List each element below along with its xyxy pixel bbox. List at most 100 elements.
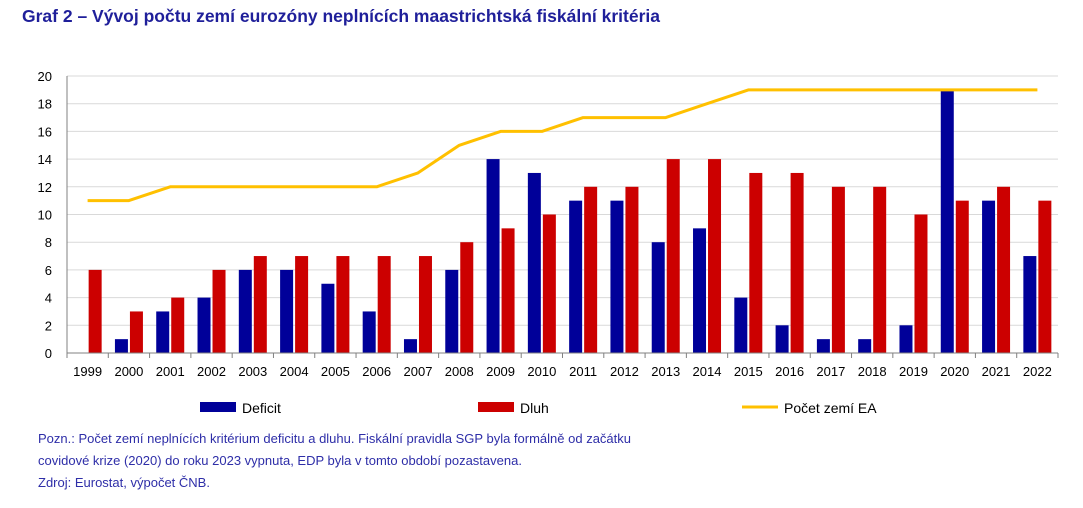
bar-dluh [955,200,969,353]
legend-dluh-label: Dluh [520,400,549,416]
x-tick-label: 2021 [982,364,1011,379]
legend-pocet-zemi-label: Počet zemí EA [784,400,877,416]
x-tick-label: 2006 [362,364,391,379]
bar-dluh [625,186,639,353]
bar-dluh [997,186,1011,353]
x-tick-label: 2014 [693,364,722,379]
legend-pocet-zemi: Počet zemí EA [742,400,877,416]
bar-deficit [445,269,459,353]
x-tick-label: 2018 [858,364,887,379]
bar-deficit [114,339,128,353]
x-tick-label: 2002 [197,364,226,379]
legend-deficit-swatch [200,402,236,412]
bar-deficit [403,339,417,353]
note-line: Pozn.: Počet zemí neplnících kritérium d… [38,431,631,446]
x-tick-label: 2007 [404,364,433,379]
x-tick-label: 2019 [899,364,928,379]
bars [88,89,1052,353]
bar-dluh [666,159,680,353]
bar-deficit [899,325,913,353]
bar-deficit [156,311,170,353]
bar-dluh [584,186,598,353]
bar-deficit [321,283,335,353]
x-tick-label: 2017 [816,364,845,379]
bar-deficit [362,311,376,353]
bar-dluh [460,242,474,353]
x-tick-label: 2005 [321,364,350,379]
x-tick-label: 2009 [486,364,515,379]
y-tick-label: 18 [38,97,52,112]
x-tick-label: 2011 [569,364,597,379]
x-tick-label: 2015 [734,364,763,379]
x-tick-label: 2012 [610,364,639,379]
legend-deficit-label: Deficit [242,400,281,416]
y-tick-label: 8 [45,235,52,250]
bar-dluh [790,172,804,353]
chart: 0 2 4 6 8 10 12 14 16 18 20 1999 2000 2001 2002 2003 20… [38,69,1059,416]
x-tick-label: 2008 [445,364,474,379]
bar-dluh [295,256,309,353]
bar-deficit [197,297,211,353]
y-tick-labels: 0 2 4 6 8 10 12 14 16 18 20 [38,69,52,361]
note-line: covidové krize (2020) do roku 2023 vypnu… [38,453,522,468]
x-tick-label: 2016 [775,364,804,379]
bar-dluh [749,172,763,353]
legend-dluh: Dluh [478,400,549,416]
legend-deficit: Deficit [200,400,281,416]
y-tick-label: 4 [45,291,52,306]
bar-dluh [418,256,432,353]
bar-dluh [542,214,556,353]
x-tick-label: 2004 [280,364,309,379]
bar-dluh [873,186,887,353]
source-line: Zdroj: Eurostat, výpočet ČNB. [38,475,210,490]
x-tick-label: 2013 [651,364,680,379]
bar-deficit [610,200,624,353]
bar-dluh [212,269,226,353]
bar-dluh [336,256,350,353]
bar-dluh [377,256,391,353]
bar-deficit [238,269,252,353]
bar-deficit [734,297,748,353]
x-tick-label: 2010 [527,364,556,379]
bar-deficit [775,325,789,353]
y-tick-label: 10 [38,208,52,223]
x-tick-label: 2020 [940,364,969,379]
y-tick-label: 14 [38,152,52,167]
bar-dluh [708,159,722,353]
bar-dluh [501,228,515,353]
y-tick-label: 12 [38,180,52,195]
bar-deficit [940,89,954,353]
legend: Deficit Dluh Počet zemí EA [200,400,877,416]
bar-deficit [280,269,294,353]
bar-dluh [171,297,185,353]
x-tick-label: 2001 [156,364,185,379]
x-tick-labels: 1999 2000 2001 2002 2003 2004 2005 2006 2007 2008… [73,364,1052,379]
y-tick-label: 6 [45,263,52,278]
bar-dluh [831,186,845,353]
bar-deficit [527,172,541,353]
x-tick-label: 2000 [114,364,143,379]
line-pocet-zemi [87,88,1038,203]
bar-dluh [88,269,102,353]
bar-dluh [1038,200,1052,353]
bar-deficit [982,200,996,353]
y-tick-label: 20 [38,69,52,84]
axes [66,76,1059,358]
y-tick-label: 2 [45,318,52,333]
bar-dluh [129,311,143,353]
x-tick-label: 2022 [1023,364,1052,379]
series-line [87,88,1038,203]
bar-deficit [1023,256,1037,353]
chart-title: Graf 2 – Vývoj počtu zemí eurozóny nepln… [22,6,660,26]
y-tick-label: 16 [38,124,52,139]
legend-dluh-swatch [478,402,514,412]
bar-deficit [816,339,830,353]
bar-dluh [914,214,928,353]
y-tick-label: 0 [45,346,52,361]
notes: Pozn.: Počet zemí neplnících kritérium d… [38,428,631,494]
bar-deficit [693,228,707,353]
gridlines [67,75,1058,326]
bar-deficit [858,339,872,353]
bar-deficit [569,200,583,353]
bar-deficit [486,159,500,353]
